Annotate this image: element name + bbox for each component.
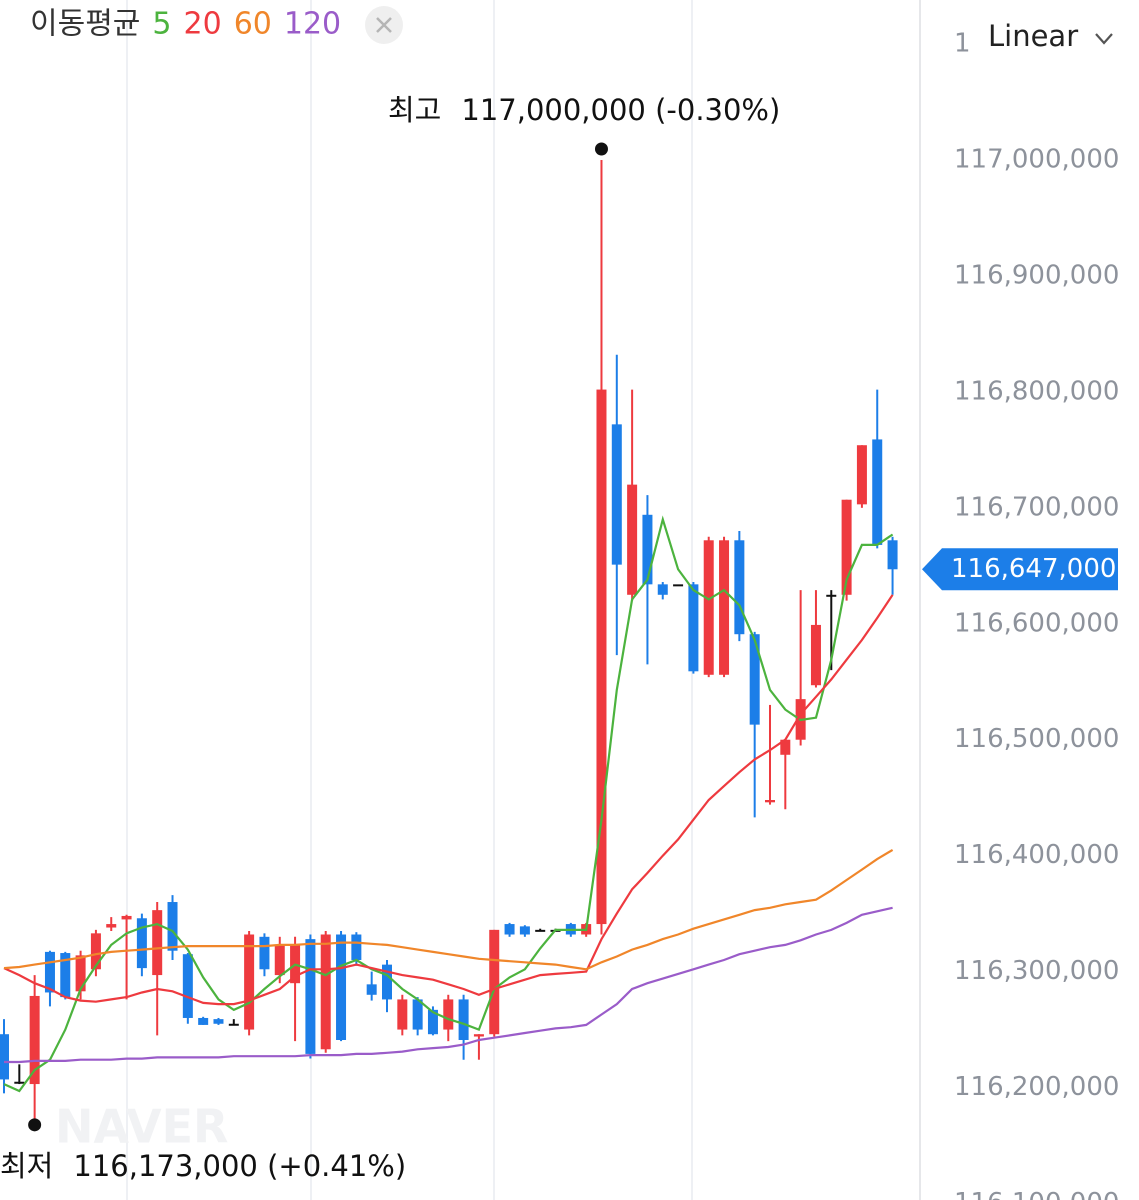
candle-body xyxy=(228,1023,239,1026)
y-tick-label: 116,700,000 xyxy=(954,492,1119,522)
y-tick-label: 116,900,000 xyxy=(954,260,1119,290)
annotation-label: 최저 xyxy=(0,1149,53,1183)
overlay: 최고 117,000,000 (-0.30%) 최저 116,173,000 (+0.… xyxy=(0,93,1118,1183)
scale-label: Linear xyxy=(988,19,1078,53)
candle-body xyxy=(244,934,255,1030)
last-price-tag xyxy=(922,548,1118,591)
moving-average-line xyxy=(3,848,894,971)
y-axis: 116,100,000 116,200,000 116,300,000 116,400… xyxy=(954,29,1119,1200)
candle-body xyxy=(167,902,178,951)
candle-body xyxy=(320,934,331,1050)
candle-body xyxy=(60,953,71,998)
candle-body xyxy=(412,999,423,1030)
candle-body xyxy=(427,1009,438,1035)
candle-body xyxy=(673,584,684,587)
moving-average-line xyxy=(3,594,894,1006)
y-tick-label: 116,500,000 xyxy=(954,724,1119,754)
candle-body xyxy=(642,514,653,585)
candle-body xyxy=(336,934,347,1040)
legend-title: 이동평균 xyxy=(30,7,140,42)
candle-body xyxy=(44,951,55,993)
candle-body xyxy=(780,739,791,755)
candle-body xyxy=(489,929,500,1035)
watermark: NAVER xyxy=(55,1100,228,1154)
candle-body xyxy=(657,584,668,595)
candle-body xyxy=(443,999,454,1030)
candle-body xyxy=(136,918,147,969)
candle-body xyxy=(872,439,883,545)
last-price-label: 116,647,000 xyxy=(951,554,1116,584)
candle-body xyxy=(519,926,530,935)
y-tick-label: 116,200,000 xyxy=(954,1072,1119,1102)
y-tick-label: 116,100,000 xyxy=(954,1188,1119,1200)
y-tick-label: 116,400,000 xyxy=(954,840,1119,870)
candle-body xyxy=(719,540,730,675)
legend: 이동평균 5 20 60 120 xyxy=(30,7,341,42)
legend-item: 60 xyxy=(234,7,272,42)
y-tick-label: 116,300,000 xyxy=(954,956,1119,986)
candle-body xyxy=(14,1081,25,1084)
candle-body xyxy=(841,499,852,595)
candle-body xyxy=(90,933,101,970)
candle-body xyxy=(397,999,408,1030)
candle-body xyxy=(473,1034,484,1037)
annotation-label: 최고 xyxy=(388,93,441,127)
candle-body xyxy=(182,954,193,1018)
moving-average-line xyxy=(4,906,893,1064)
legend-item: 5 xyxy=(152,7,171,42)
y-tick-label: 116,600,000 xyxy=(954,608,1119,638)
candle-body xyxy=(121,915,132,920)
annotation-text: 117,000,000 (-0.30%) xyxy=(461,93,780,127)
candle-body xyxy=(75,955,86,992)
candle-body xyxy=(734,540,745,635)
candle-body xyxy=(29,995,40,1085)
y-tick-label: 116,800,000 xyxy=(954,376,1119,406)
candle-body xyxy=(688,584,699,672)
legend-item: 20 xyxy=(184,7,222,42)
legend-item: 120 xyxy=(284,7,341,42)
candle-body xyxy=(458,999,469,1040)
plot-area xyxy=(0,160,898,1119)
close-button[interactable] xyxy=(365,6,403,44)
candle-body xyxy=(826,594,837,597)
candle-body xyxy=(0,1034,9,1080)
candle-body xyxy=(152,910,163,976)
candle-body xyxy=(765,800,775,803)
candle-body xyxy=(213,1019,224,1024)
y-tick-label: 117,000,000 xyxy=(954,145,1119,175)
vertical-guides xyxy=(126,0,693,1200)
scale-dropdown[interactable]: Linear xyxy=(972,0,1139,72)
candle-body xyxy=(274,944,285,976)
candle-body xyxy=(305,939,316,1054)
candle-body xyxy=(366,984,377,995)
candle-body xyxy=(596,389,607,925)
candle-body xyxy=(535,929,546,932)
candle-body xyxy=(504,924,515,935)
candle-body xyxy=(198,1017,209,1025)
candle-body xyxy=(887,540,898,570)
candle-body xyxy=(351,934,362,960)
candle-body xyxy=(810,624,821,686)
candle-body xyxy=(749,634,760,725)
high-marker xyxy=(594,142,608,156)
candle-body xyxy=(703,540,714,675)
candle-body xyxy=(382,964,392,1000)
candle-body xyxy=(106,924,117,928)
annotation-text: 116,173,000 (+0.41%) xyxy=(73,1149,406,1183)
low-marker xyxy=(28,1118,42,1132)
moving-average-line xyxy=(3,515,894,1093)
candle-body xyxy=(856,445,867,505)
candle-body xyxy=(627,484,638,595)
candle-body xyxy=(611,424,622,565)
candle-body xyxy=(259,936,270,970)
